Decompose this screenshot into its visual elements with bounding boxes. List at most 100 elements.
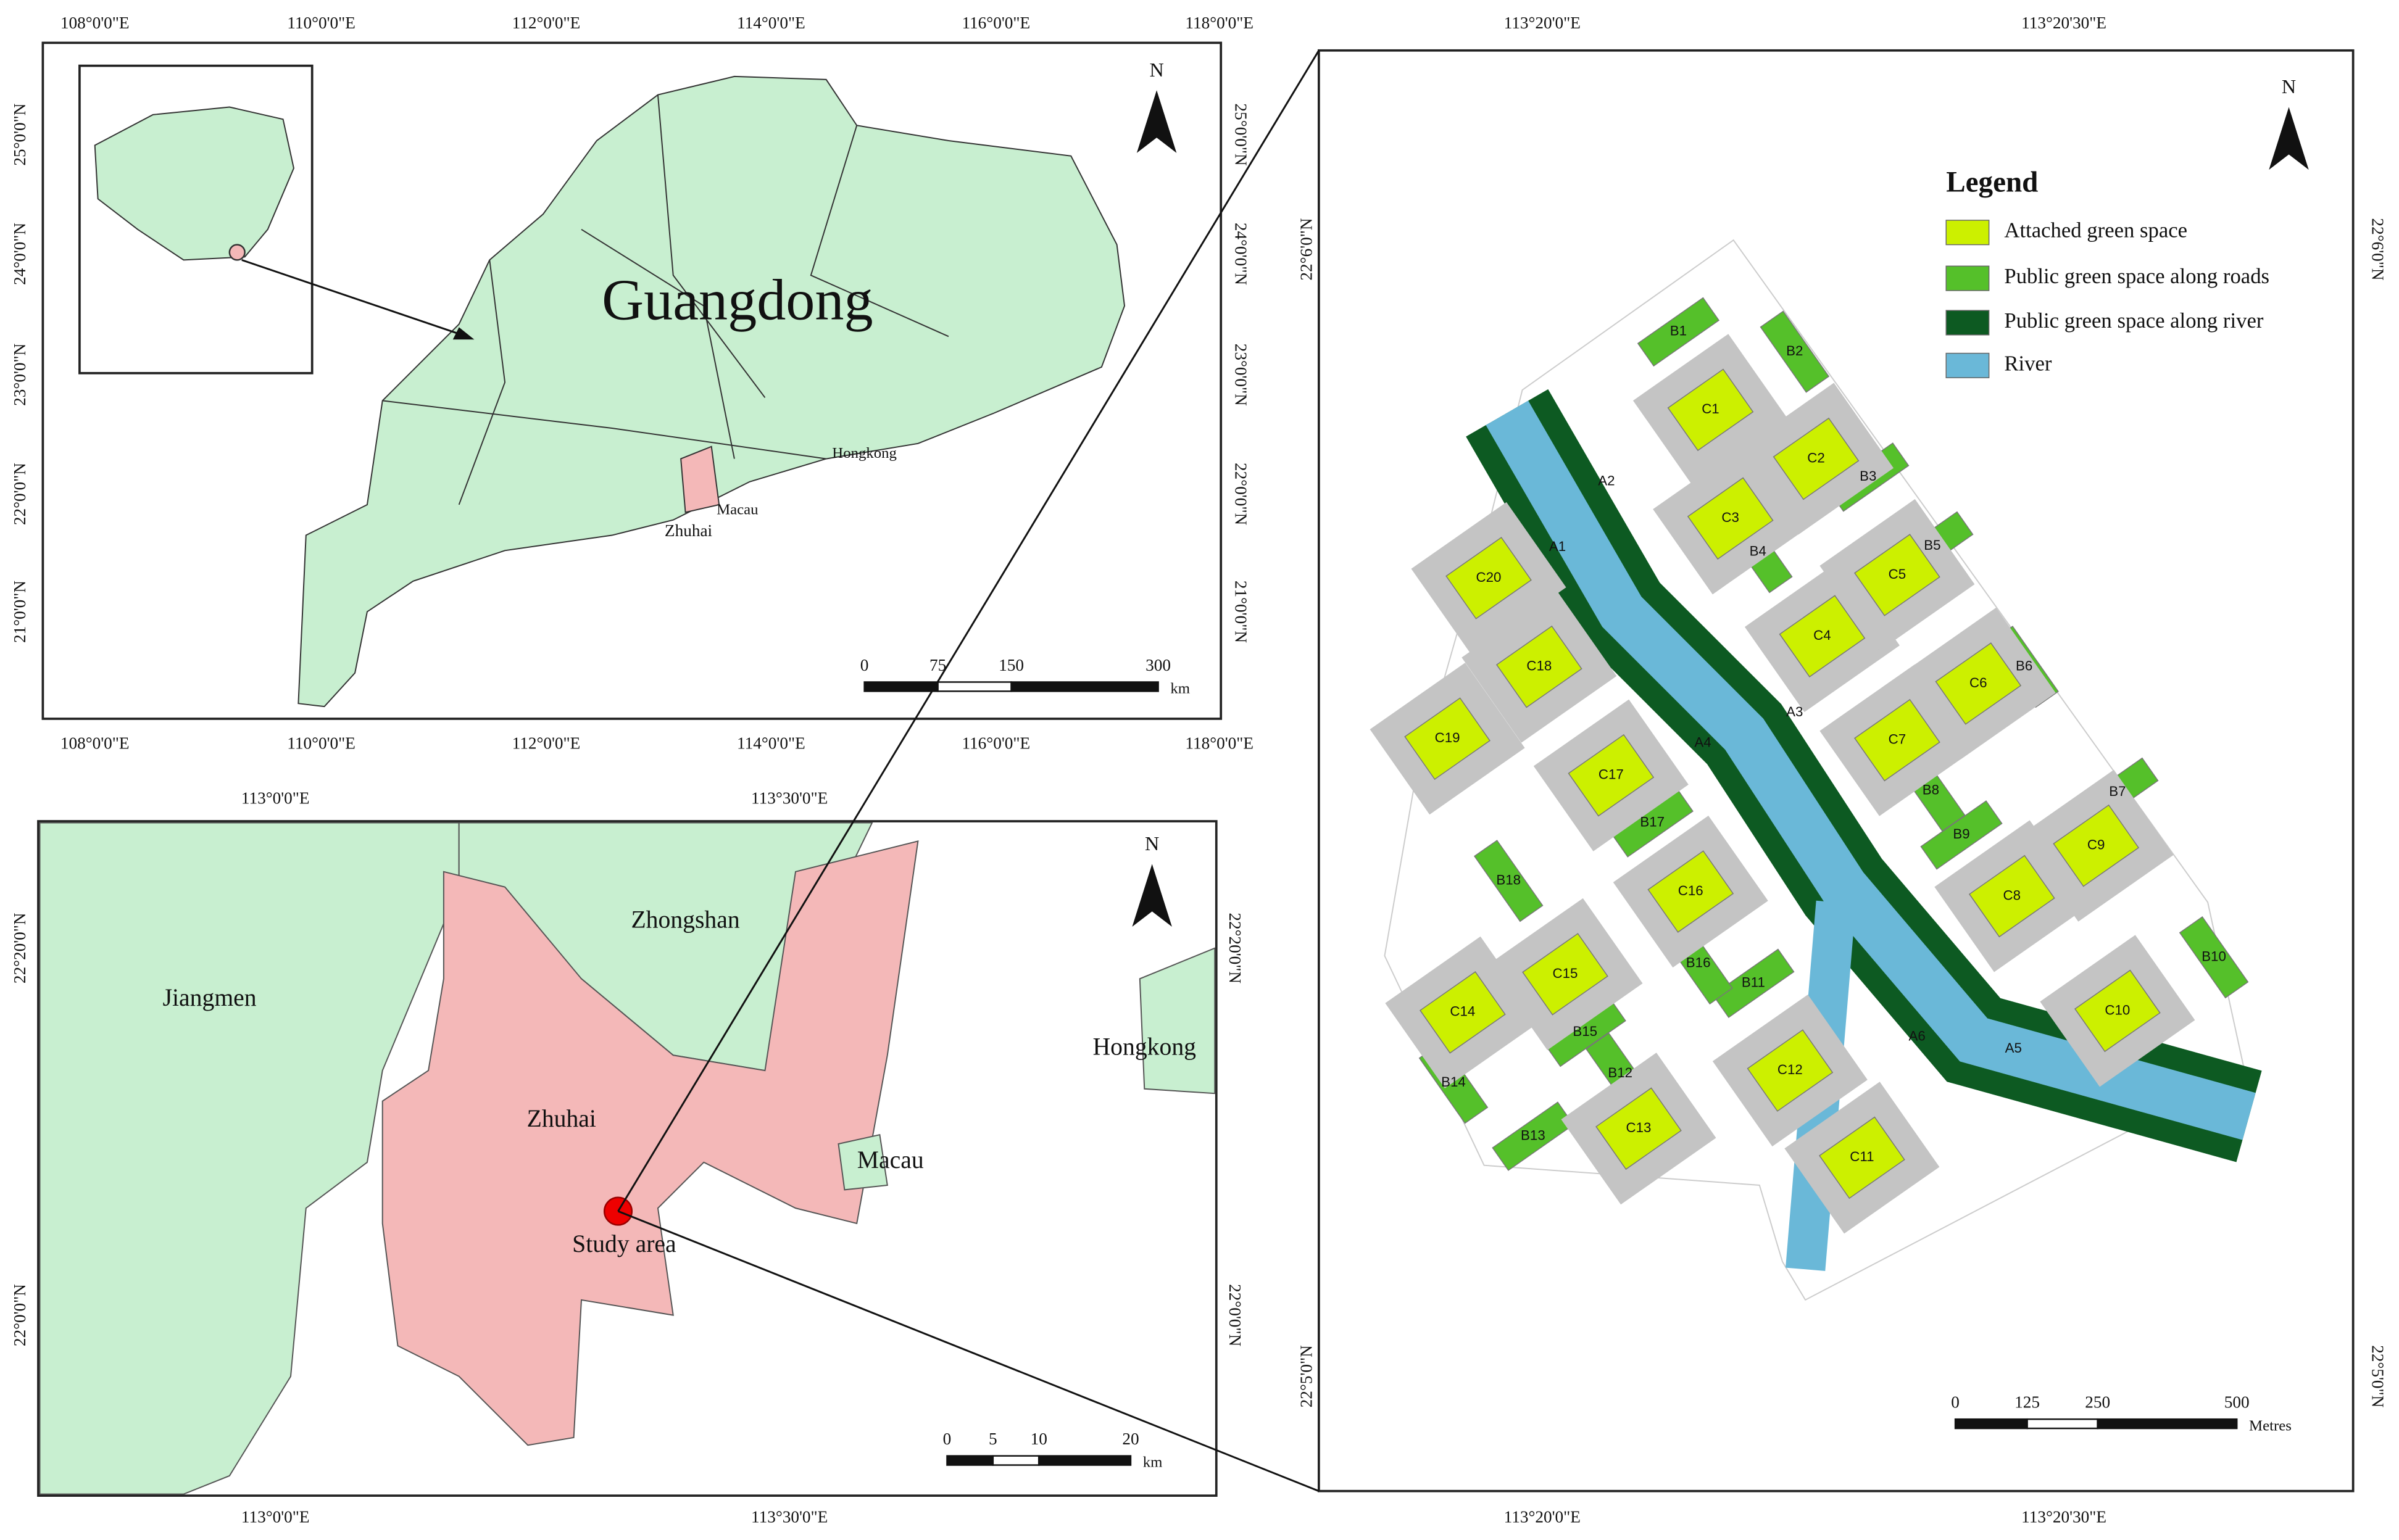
district-border: [657, 94, 766, 399]
scale-bar: [937, 681, 1012, 692]
lon-label: 108°0'0"E: [60, 14, 130, 32]
connector: [617, 50, 1320, 1212]
attached-green: [1854, 534, 1940, 616]
attached-green: [1404, 697, 1491, 780]
attached-green: [1647, 850, 1734, 933]
attached-green: [1495, 625, 1582, 708]
river: [1486, 400, 2256, 1140]
block-label: B11: [1742, 975, 1765, 990]
north-label: N: [1149, 59, 1163, 81]
north-arrow: [1136, 90, 1177, 153]
scale-bar: [1037, 1455, 1132, 1466]
north-arrow: [2269, 107, 2309, 170]
block-label: C19: [1435, 730, 1460, 745]
lat-label: 25°0'0"N: [10, 103, 29, 165]
scale-unit: Metres: [2249, 1417, 2292, 1434]
block-label: C4: [1813, 627, 1831, 643]
block-label: B10: [2202, 949, 2226, 964]
lon-label: 114°0'0"E: [737, 734, 805, 752]
scale-label: 0: [1951, 1393, 1960, 1412]
lat-label: 22°0'0"N: [1226, 1284, 1244, 1346]
inset-marker: [228, 244, 246, 261]
scale-label: 20: [1122, 1430, 1139, 1448]
scale-label: 0: [943, 1430, 952, 1448]
block-label: C1: [1702, 401, 1719, 416]
block-label: C16: [1678, 883, 1703, 898]
lon-label: 118°0'0"E: [1185, 14, 1254, 32]
scale-label: 500: [2224, 1393, 2250, 1412]
lon-label: 113°20'30"E: [2021, 14, 2106, 32]
north-label: N: [2282, 75, 2296, 97]
lat-label: 23°0'0"N: [1232, 344, 1250, 406]
block-label: A4: [1694, 735, 1711, 750]
lat-label: 22°0'0"N: [1232, 463, 1250, 525]
scale-label: 125: [2014, 1393, 2040, 1412]
macau: [838, 1133, 888, 1191]
block-label: B6: [2016, 658, 2032, 674]
lat-label: 21°0'0"N: [1232, 581, 1250, 643]
attached-green: [1522, 933, 1608, 1016]
block-label: B9: [1953, 826, 1969, 842]
lat-label: 25°0'0"N: [1232, 104, 1250, 166]
block-label: C10: [2105, 1002, 2130, 1017]
road-green: [1473, 840, 1544, 922]
block-label: B16: [1686, 954, 1711, 970]
lon-label: 114°0'0"E: [737, 14, 805, 32]
block-label: A1: [1549, 539, 1566, 554]
scale-bar: [1010, 681, 1159, 692]
district-border: [810, 125, 949, 337]
frame: [1317, 49, 2355, 1492]
block-label: B3: [1860, 468, 1876, 484]
scale-unit: km: [1170, 681, 1190, 697]
province: [297, 75, 1126, 708]
block-label: C18: [1526, 658, 1552, 674]
block-label: B8: [1923, 782, 1939, 797]
lon-label: 118°0'0"E: [1185, 734, 1254, 752]
road-green: [1760, 310, 1830, 393]
attached-green: [1819, 1116, 1905, 1199]
region-title: Guangdong: [602, 268, 873, 332]
lat-label: 24°0'0"N: [1232, 223, 1250, 285]
block-label: B12: [1608, 1065, 1632, 1080]
road-green: [1492, 1101, 1574, 1171]
scale-bar: [2097, 1418, 2238, 1430]
block-label: C2: [1807, 450, 1825, 465]
legend-label: Public green space along roads: [2004, 264, 2269, 288]
legend-label: Attached green space: [2004, 218, 2187, 242]
lat-label: 22°6'0"N: [2369, 218, 2387, 280]
block-label: B7: [2109, 784, 2126, 799]
district-border: [581, 228, 735, 459]
scale-bar: [992, 1455, 1040, 1466]
block-label: A6: [1908, 1028, 1925, 1043]
attached-green: [2074, 969, 2161, 1053]
scale-label: 150: [999, 656, 1024, 674]
attached-green: [1773, 417, 1860, 500]
lon-label: 116°0'0"E: [962, 734, 1030, 752]
place-label: Jiangmen: [163, 984, 257, 1011]
zhuhai: [381, 840, 919, 1446]
north-arrow: [1132, 864, 1172, 927]
lat-label: 22°20'0"N: [1226, 913, 1244, 983]
block-label: A3: [1786, 704, 1803, 719]
lon-label: 113°0'0"E: [241, 789, 310, 808]
block-label: C14: [1450, 1004, 1475, 1019]
attached-green: [1687, 477, 1774, 560]
scale-bar: [2026, 1418, 2098, 1430]
attached-green: [1419, 971, 1506, 1054]
block-label: C6: [1969, 675, 1987, 690]
legend-label: River: [2004, 351, 2052, 375]
place-label: Study area: [572, 1230, 676, 1257]
block-label: B18: [1496, 872, 1521, 888]
lat-label: 22°5'0"N: [1297, 1345, 1316, 1407]
block-label: B5: [1924, 537, 1940, 553]
scale-label: 0: [860, 656, 869, 674]
road-green: [1920, 800, 2003, 870]
scale-label: 250: [2085, 1393, 2110, 1412]
lon-label: 113°30'0"E: [751, 789, 828, 808]
scale-bar: [946, 1455, 994, 1466]
pointer-head: [452, 327, 475, 340]
lon-label: 110°0'0"E: [287, 14, 355, 32]
block-label: C9: [2087, 837, 2105, 853]
block-label: B14: [1441, 1074, 1466, 1090]
legend-swatch: [1945, 352, 1990, 378]
